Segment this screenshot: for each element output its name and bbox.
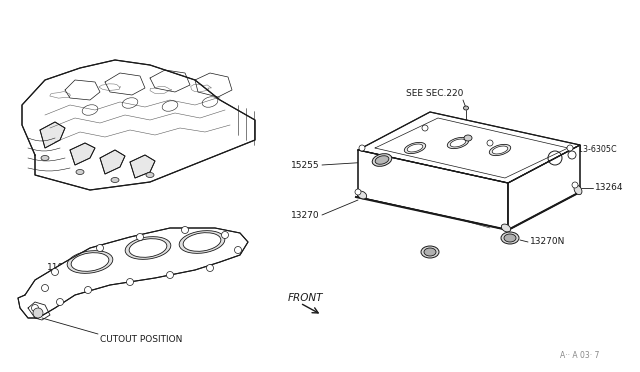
Circle shape	[56, 298, 63, 305]
Polygon shape	[508, 145, 580, 230]
Circle shape	[568, 151, 576, 159]
Ellipse shape	[67, 251, 113, 273]
Text: 13264: 13264	[595, 183, 623, 192]
Circle shape	[359, 145, 365, 151]
Circle shape	[136, 234, 143, 241]
Ellipse shape	[447, 137, 468, 148]
Ellipse shape	[463, 106, 468, 110]
Polygon shape	[358, 112, 580, 183]
Ellipse shape	[125, 237, 171, 259]
Ellipse shape	[41, 155, 49, 160]
Ellipse shape	[501, 224, 511, 232]
Ellipse shape	[450, 139, 466, 147]
Ellipse shape	[504, 234, 516, 242]
Circle shape	[221, 231, 228, 238]
Polygon shape	[100, 150, 125, 174]
Circle shape	[127, 279, 134, 285]
Ellipse shape	[111, 177, 119, 183]
Ellipse shape	[501, 232, 519, 244]
Ellipse shape	[407, 144, 423, 152]
Ellipse shape	[372, 154, 392, 166]
Ellipse shape	[421, 246, 439, 258]
Ellipse shape	[492, 146, 508, 154]
Ellipse shape	[464, 135, 472, 141]
Ellipse shape	[183, 233, 221, 251]
Ellipse shape	[357, 191, 367, 199]
Circle shape	[42, 285, 49, 292]
Circle shape	[84, 286, 92, 294]
Text: 15255: 15255	[291, 160, 320, 170]
Ellipse shape	[375, 156, 389, 164]
Text: SEE SEC.220: SEE SEC.220	[406, 89, 464, 98]
Polygon shape	[22, 60, 255, 190]
Circle shape	[182, 227, 189, 234]
Circle shape	[572, 182, 578, 188]
Polygon shape	[70, 143, 95, 165]
Text: 13270: 13270	[291, 211, 320, 219]
Ellipse shape	[404, 142, 426, 154]
Circle shape	[567, 145, 573, 151]
Circle shape	[51, 269, 58, 276]
Text: S: S	[552, 154, 557, 163]
Ellipse shape	[179, 231, 225, 253]
Text: CUTOUT POSITION: CUTOUT POSITION	[100, 335, 182, 344]
Circle shape	[422, 125, 428, 131]
Text: A·· A 03· 7: A·· A 03· 7	[560, 351, 600, 360]
Circle shape	[33, 308, 43, 318]
Ellipse shape	[574, 185, 582, 195]
Circle shape	[97, 244, 104, 251]
Polygon shape	[130, 155, 155, 178]
Ellipse shape	[146, 173, 154, 177]
Text: FRONT: FRONT	[288, 293, 323, 303]
Ellipse shape	[490, 144, 511, 155]
Circle shape	[166, 272, 173, 279]
Text: 08313-6305C
(10): 08313-6305C (10)	[564, 145, 618, 166]
Polygon shape	[40, 122, 65, 148]
Polygon shape	[18, 228, 248, 318]
Circle shape	[487, 140, 493, 146]
Circle shape	[31, 305, 38, 311]
Circle shape	[207, 264, 214, 272]
Circle shape	[234, 247, 241, 253]
Circle shape	[355, 189, 361, 195]
Ellipse shape	[129, 239, 167, 257]
Ellipse shape	[71, 253, 109, 271]
Polygon shape	[358, 150, 508, 230]
Ellipse shape	[76, 170, 84, 174]
Ellipse shape	[424, 248, 436, 256]
Text: 11044: 11044	[47, 263, 75, 273]
Text: 13270N: 13270N	[530, 237, 565, 247]
